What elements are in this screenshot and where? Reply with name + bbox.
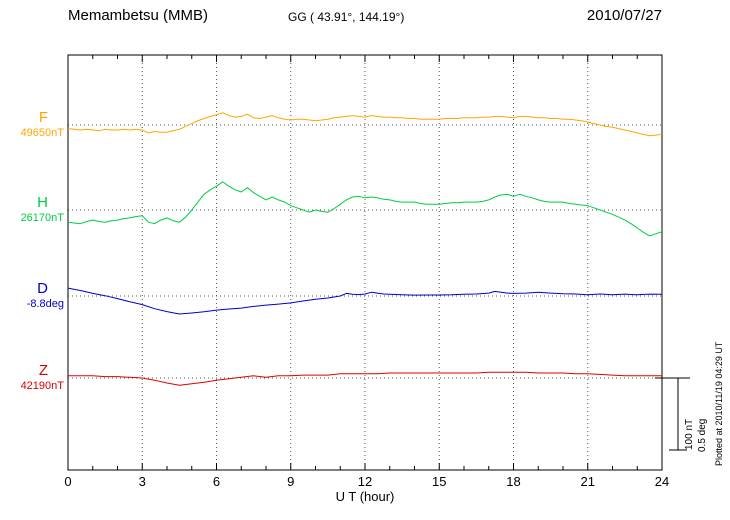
x-tick-label-18: 18 — [506, 474, 521, 489]
channel-label-H: H — [37, 194, 48, 211]
x-tick-label-15: 15 — [432, 474, 447, 489]
trace-D — [67, 287, 663, 315]
channel-label-Z: Z — [38, 362, 48, 379]
station-title: Memambetsu (MMB) — [68, 7, 209, 24]
x-tick-label-9: 9 — [287, 474, 295, 489]
x-axis-label: U T (hour) — [335, 489, 395, 504]
plot-date: 2010/07/27 — [586, 7, 662, 24]
scale-label-deg: 0.5 deg — [697, 418, 708, 452]
trace-F — [67, 112, 663, 137]
plotted-at-note: Plotted at 2010/11/19 04:29 UT — [714, 341, 724, 466]
channel-baseline-value-D: -8.8deg — [26, 298, 64, 310]
channel-baseline-value-Z: 42190nT — [20, 380, 64, 392]
scale-label-nt: 100 nT — [684, 418, 695, 450]
x-tick-label-12: 12 — [357, 474, 373, 489]
channel-label-D: D — [37, 280, 48, 297]
x-tick-label-24: 24 — [654, 474, 670, 489]
x-tick-label-21: 21 — [580, 474, 595, 489]
trace-H — [67, 181, 663, 237]
geographic-coords: GG ( 43.91°, 144.19°) — [288, 10, 405, 24]
x-tick-label-3: 3 — [138, 474, 146, 489]
x-tick-label-0: 0 — [64, 474, 72, 489]
x-tick-label-6: 6 — [212, 474, 221, 489]
channel-baseline-value-H: 26170nT — [20, 212, 64, 224]
trace-Z — [68, 371, 662, 386]
channel-label-F: F — [38, 109, 48, 126]
channel-baseline-value-F: 49650nT — [20, 127, 64, 139]
